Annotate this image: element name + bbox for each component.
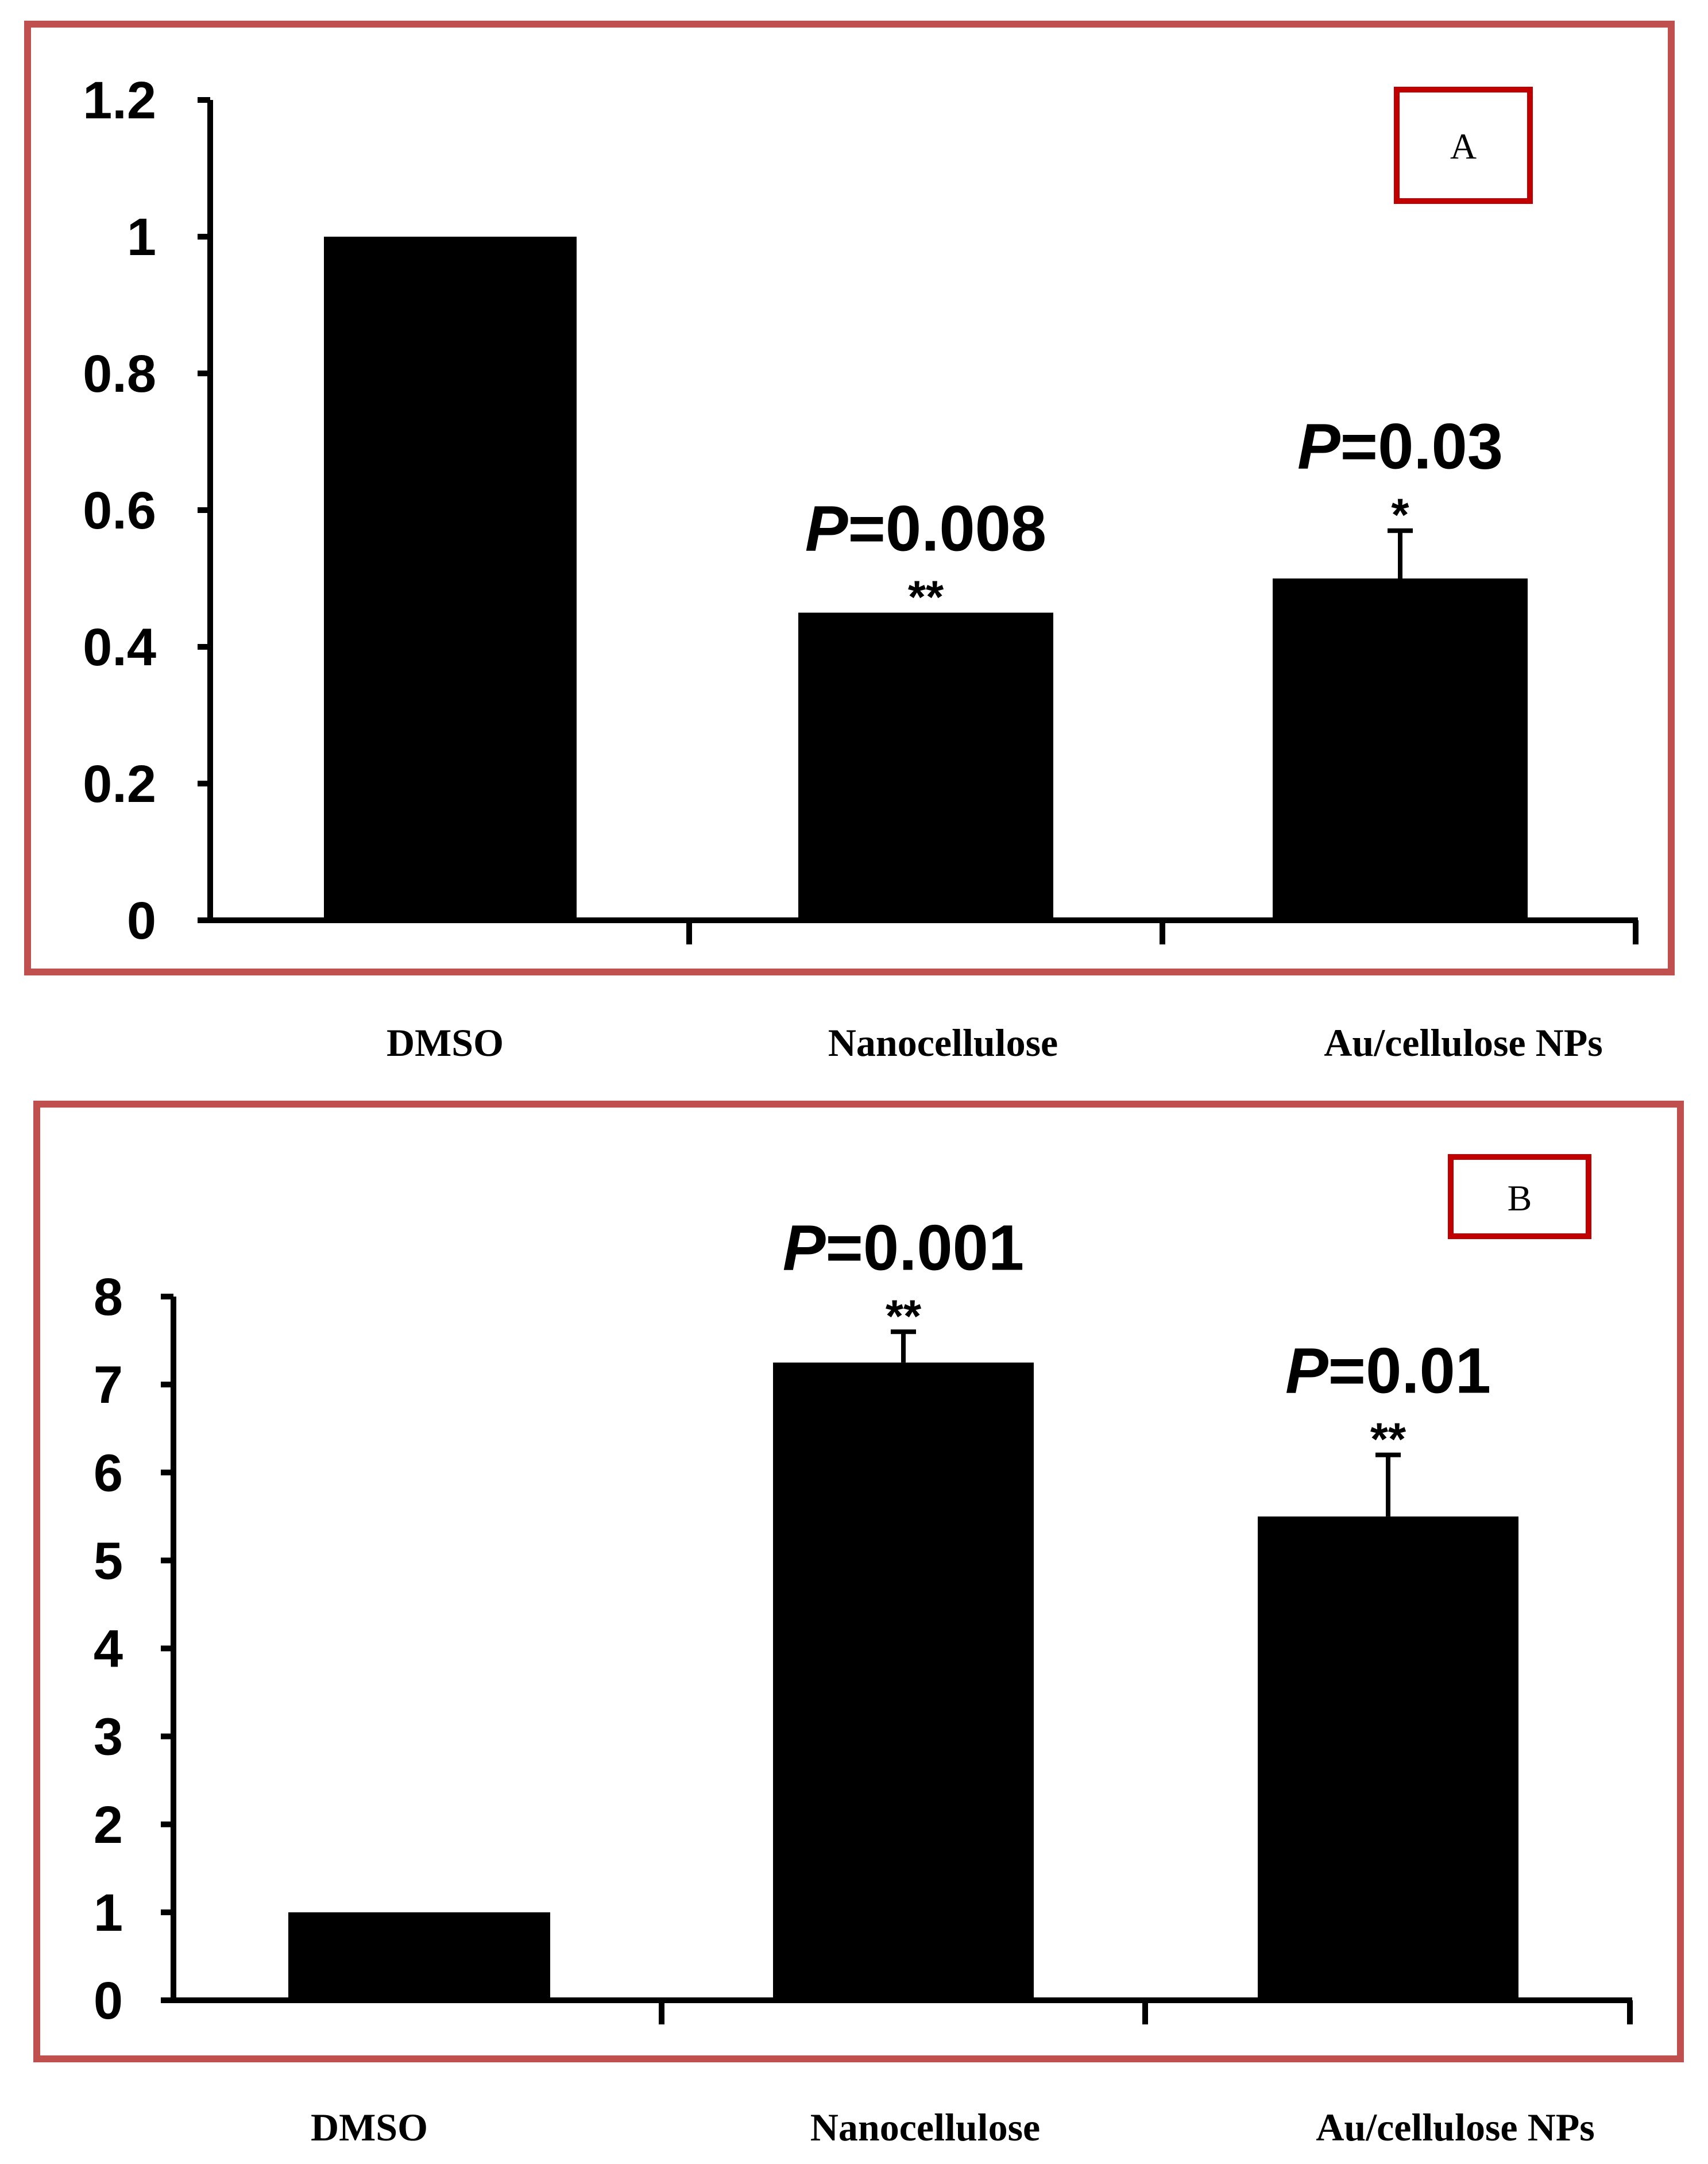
y-tick-label: 1 xyxy=(94,1884,123,1942)
p-value-label: P=0.01 xyxy=(1285,1335,1491,1407)
bar-au-cellulose-nps xyxy=(1273,578,1528,920)
y-tick-label: 5 xyxy=(94,1532,123,1590)
y-tick-label: 0.4 xyxy=(83,618,156,677)
p-value: =0.008 xyxy=(848,493,1047,565)
category-label: Au/cellulose NPs xyxy=(1316,2105,1594,2149)
y-tick-label: 0.2 xyxy=(83,755,156,813)
significance-stars: ** xyxy=(1370,1414,1406,1465)
significance-stars: ** xyxy=(886,1290,922,1341)
panel-label: A xyxy=(1450,126,1477,167)
p-value-label: P=0.008 xyxy=(805,493,1046,565)
y-tick-label: 4 xyxy=(94,1620,123,1679)
bar-au-cellulose-nps xyxy=(1258,1516,1518,2000)
panel-label-box xyxy=(1394,87,1533,204)
p-symbol: P xyxy=(783,1212,826,1283)
p-value-label: P=0.03 xyxy=(1297,411,1503,483)
y-tick-label: 1 xyxy=(127,208,156,267)
panel-label-box xyxy=(1448,1154,1591,1239)
significance-stars: * xyxy=(1391,489,1409,541)
y-tick-label: 7 xyxy=(94,1356,123,1414)
y-tick-label: 0.6 xyxy=(83,481,156,540)
y-tick-label: 1.2 xyxy=(83,71,156,130)
y-tick-label: 6 xyxy=(94,1444,123,1502)
y-tick-label: 0 xyxy=(127,892,156,950)
category-label: DMSO xyxy=(387,1021,504,1064)
y-tick-label: 8 xyxy=(94,1268,123,1326)
bar-nanocellulose xyxy=(798,612,1053,920)
bar-dmso xyxy=(324,237,577,920)
category-label: Nanocellulose xyxy=(828,1021,1058,1064)
category-label: DMSO xyxy=(311,2105,428,2149)
p-value: =0.03 xyxy=(1340,411,1503,483)
y-tick-label: 0.8 xyxy=(83,345,156,403)
panel-label: B xyxy=(1508,1178,1532,1218)
category-label: Au/cellulose NPs xyxy=(1324,1021,1602,1064)
panel-frame xyxy=(33,1101,1684,2062)
bar-nanocellulose xyxy=(773,1362,1034,2000)
y-tick-label: 3 xyxy=(94,1708,123,1766)
p-value: =0.01 xyxy=(1328,1335,1491,1407)
significance-stars: ** xyxy=(908,572,944,623)
panel-a: A00.20.40.60.811.2**P=0.008 *P=0.03 xyxy=(24,21,1675,975)
p-symbol: P xyxy=(805,493,848,565)
y-tick-label: 0 xyxy=(94,1972,123,2030)
p-symbol: P xyxy=(1285,1335,1328,1407)
p-value: =0.001 xyxy=(826,1212,1025,1283)
y-tick-label: 2 xyxy=(94,1796,123,1854)
p-symbol: P xyxy=(1297,411,1340,483)
bar-dmso xyxy=(288,1912,550,2000)
panel-frame xyxy=(24,21,1675,975)
p-value-label: P=0.001 xyxy=(783,1212,1024,1283)
category-label: Nanocellulose xyxy=(810,2105,1040,2149)
